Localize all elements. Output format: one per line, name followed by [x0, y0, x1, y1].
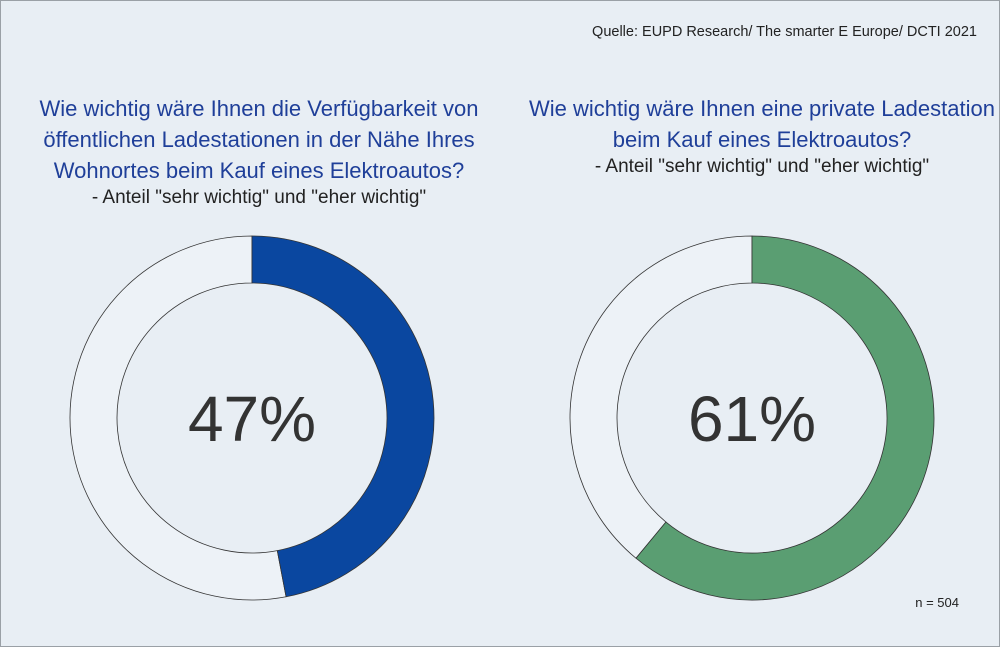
donut-value-segment — [635, 235, 935, 601]
donut-chart-public: 47% — [69, 235, 435, 601]
source-note: Quelle: EUPD Research/ The smarter E Eur… — [592, 24, 977, 40]
donut-remainder-segment — [69, 235, 287, 601]
sample-size-note: n = 504 — [915, 595, 959, 610]
donut-remainder-segment — [569, 235, 753, 559]
chart-title-public: Wie wichtig wäre Ihnen die Verfügbarkeit… — [39, 96, 479, 183]
donut-chart-private: 61% — [569, 235, 935, 601]
panel-private-charging: Wie wichtig wäre Ihnen eine private Lade… — [512, 93, 1000, 179]
chart-title-private: Wie wichtig wäre Ihnen eine private Lade… — [529, 96, 995, 152]
chart-subtitle-public: - Anteil "sehr wichtig" und "eher wichti… — [91, 187, 427, 208]
donut-center-label: 47% — [188, 383, 316, 455]
donut-value-segment — [251, 235, 435, 598]
chart-subtitle-private: - Anteil "sehr wichtig" und "eher wichti… — [594, 156, 930, 177]
panel-public-charging: Wie wichtig wäre Ihnen die Verfügbarkeit… — [9, 93, 509, 210]
donut-center-label: 61% — [688, 383, 816, 455]
